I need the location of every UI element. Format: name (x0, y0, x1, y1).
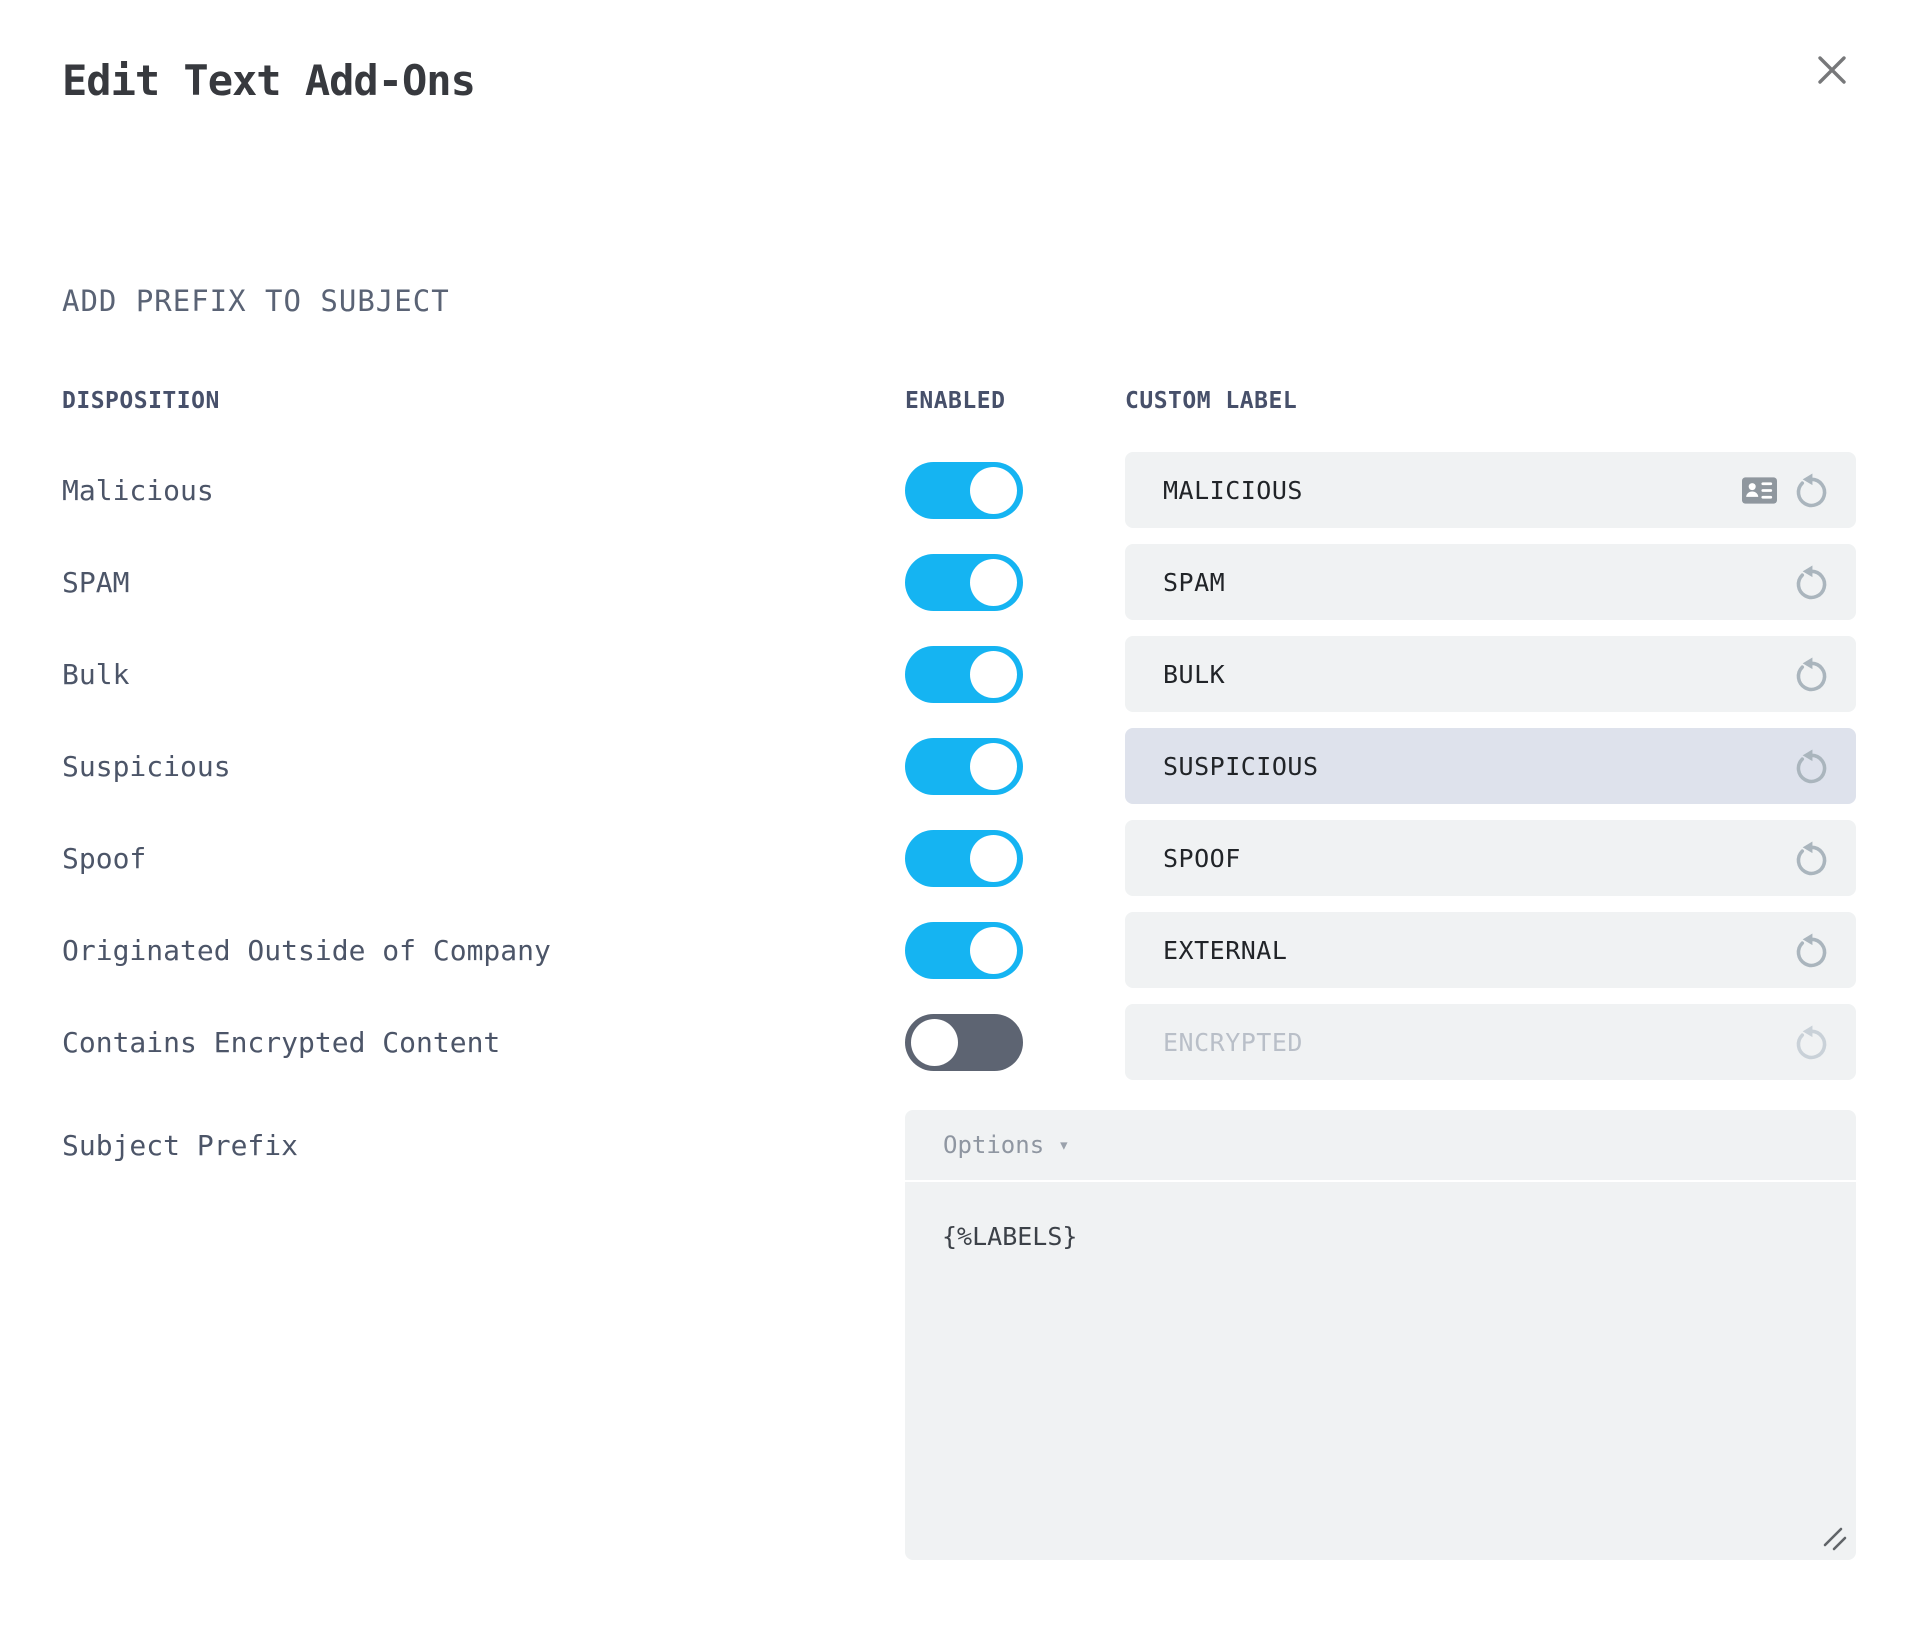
table-row: SPAM SPAM (62, 544, 1908, 620)
close-button[interactable] (1808, 46, 1856, 94)
reset-icon[interactable] (1791, 838, 1832, 879)
toggle-knob (970, 466, 1017, 514)
custom-label-value: ENCRYPTED (1163, 1027, 1303, 1057)
page-title: Edit Text Add-Ons (62, 56, 476, 105)
custom-label-input[interactable]: ENCRYPTED (1125, 1004, 1856, 1080)
enabled-toggle[interactable] (905, 829, 1023, 887)
custom-label-value: BULK (1163, 659, 1226, 689)
options-dropdown-label: Options (943, 1131, 1045, 1159)
enabled-toggle[interactable] (905, 737, 1023, 795)
toggle-cell (905, 461, 1125, 519)
toggle-cell (905, 921, 1125, 979)
toggle-knob (970, 558, 1017, 606)
close-icon (1818, 56, 1846, 84)
toggle-cell (905, 829, 1125, 887)
caret-down-icon: ▾ (1058, 1133, 1070, 1156)
custom-label-input[interactable]: SPAM (1125, 544, 1856, 620)
custom-label-value: EXTERNAL (1163, 935, 1288, 965)
input-icons (1742, 470, 1832, 511)
column-header-custom-label: CUSTOM LABEL (1125, 388, 1298, 414)
custom-label-input[interactable]: MALICIOUS (1125, 452, 1856, 528)
reset-icon[interactable] (1791, 562, 1832, 603)
column-header-enabled: ENABLED (905, 388, 1006, 414)
contact-card-icon[interactable] (1742, 476, 1777, 504)
toggle-cell (905, 645, 1125, 703)
enabled-toggle[interactable] (905, 921, 1023, 979)
subject-prefix-textarea[interactable]: {%LABELS} (905, 1182, 1856, 1560)
input-icons (1791, 562, 1832, 603)
custom-label-input[interactable]: BULK (1125, 636, 1856, 712)
toggle-cell (905, 553, 1125, 611)
disposition-label: Bulk (62, 657, 130, 691)
custom-label-input[interactable]: SPOOF (1125, 820, 1856, 896)
table-row: Suspicious SUSPICIOUS (62, 728, 1908, 804)
input-icons (1791, 654, 1832, 695)
options-dropdown[interactable]: Options ▾ (905, 1110, 1856, 1180)
table-row: Spoof SPOOF (62, 820, 1908, 896)
subject-prefix-label: Subject Prefix (62, 1128, 299, 1162)
subject-prefix-value: {%LABELS} (942, 1222, 1078, 1251)
disposition-label: Spoof (62, 841, 147, 875)
custom-label-input[interactable]: SUSPICIOUS (1125, 728, 1856, 804)
custom-label-value: SPAM (1163, 567, 1226, 597)
table-header-row: DISPOSITION ENABLED CUSTOM LABEL (0, 388, 1908, 414)
section-heading: ADD PREFIX TO SUBJECT (62, 284, 450, 318)
toggle-knob (911, 1018, 958, 1066)
reset-icon[interactable] (1791, 1022, 1832, 1063)
toggle-knob (970, 650, 1017, 698)
table-row: Malicious MALICIOUS (62, 452, 1908, 528)
reset-icon[interactable] (1791, 470, 1832, 511)
toggle-cell (905, 737, 1125, 795)
reset-icon[interactable] (1791, 930, 1832, 971)
input-icons (1791, 1022, 1832, 1063)
enabled-toggle[interactable] (905, 461, 1023, 519)
reset-icon[interactable] (1791, 746, 1832, 787)
disposition-label: Malicious (62, 473, 214, 507)
table-row: Contains Encrypted Content ENCRYPTED (62, 1004, 1908, 1080)
custom-label-value: SPOOF (1163, 843, 1241, 873)
disposition-label: Contains Encrypted Content (62, 1025, 501, 1059)
input-icons (1791, 930, 1832, 971)
custom-label-input[interactable]: EXTERNAL (1125, 912, 1856, 988)
disposition-label: SPAM (62, 565, 130, 599)
table-row: Originated Outside of Company EXTERNAL (62, 912, 1908, 988)
disposition-label: Originated Outside of Company (62, 933, 551, 967)
toggle-knob (970, 834, 1017, 882)
column-header-disposition: DISPOSITION (62, 388, 220, 414)
enabled-toggle[interactable] (905, 553, 1023, 611)
addon-rows: Malicious MALICIOUS (0, 452, 1908, 1096)
disposition-label: Suspicious (62, 749, 231, 783)
toggle-knob (970, 742, 1017, 790)
custom-label-value: SUSPICIOUS (1163, 751, 1319, 781)
enabled-toggle[interactable] (905, 1013, 1023, 1071)
resize-grip-icon[interactable] (1822, 1526, 1848, 1552)
toggle-cell (905, 1013, 1125, 1071)
input-icons (1791, 838, 1832, 879)
reset-icon[interactable] (1791, 654, 1832, 695)
input-icons (1791, 746, 1832, 787)
custom-label-value: MALICIOUS (1163, 475, 1303, 505)
table-row: Bulk BULK (62, 636, 1908, 712)
toggle-knob (970, 926, 1017, 974)
enabled-toggle[interactable] (905, 645, 1023, 703)
